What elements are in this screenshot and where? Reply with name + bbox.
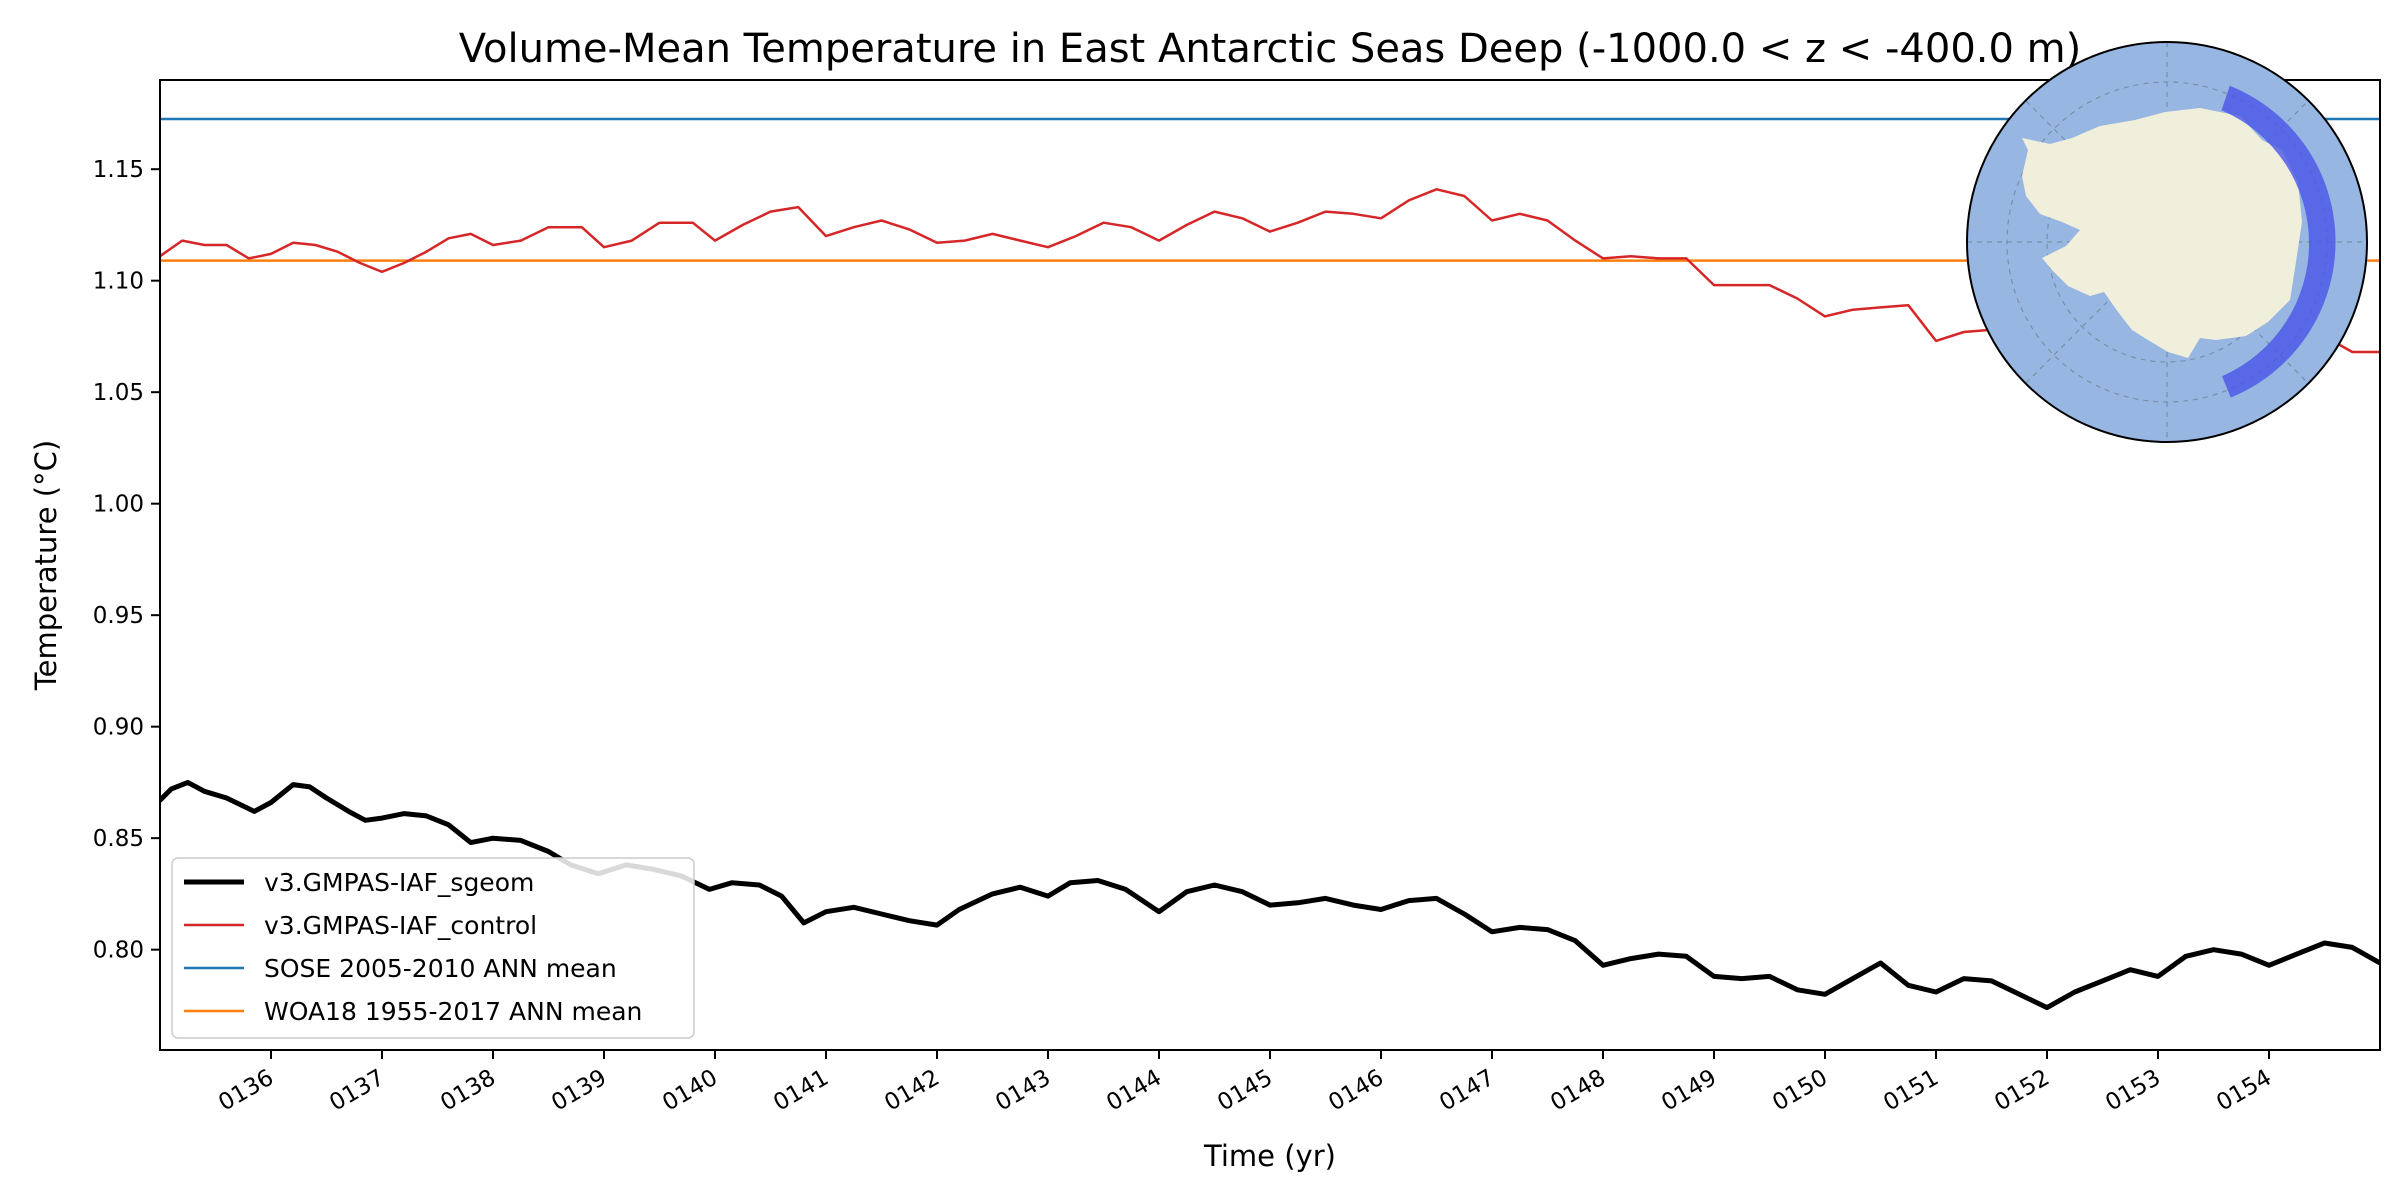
legend: v3.GMPAS-IAF_sgeom v3.GMPAS-IAF_control … [171,857,695,1039]
chart-title: Volume-Mean Temperature in East Antarcti… [459,26,2081,72]
y-tick-label: 1.00 [93,492,144,518]
legend-label-woa18: WOA18 1955-2017 ANN mean [264,997,642,1026]
y-tick-label: 1.10 [93,269,144,295]
x-axis-title: Time (yr) [1203,1139,1336,1173]
y-tick-label: 0.90 [93,715,144,741]
legend-label-sose: SOSE 2005-2010 ANN mean [264,954,617,983]
east-antarctic-seas-region [2221,85,2336,398]
antarctica-inset-map [1966,41,2368,443]
legend-box [171,857,695,1039]
legend-label-control: v3.GMPAS-IAF_control [264,911,537,940]
y-tick-label: 0.80 [93,938,144,964]
series-line-v3-gmpas-iaf-sgeom [160,779,2380,1011]
antarctica-land [2022,108,2302,358]
y-tick-label: 1.05 [93,380,144,406]
legend-label-sgeom: v3.GMPAS-IAF_sgeom [264,868,534,897]
y-tick-label: 0.95 [93,603,144,629]
y-tick-label: 1.15 [93,157,144,183]
y-axis: 0.80 0.85 0.90 0.95 1.00 1.05 1.10 1.15 [93,157,160,964]
y-tick-label: 0.85 [93,826,144,852]
y-axis-title: Temperature (°C) [29,440,63,691]
inset-border [1966,41,2368,443]
